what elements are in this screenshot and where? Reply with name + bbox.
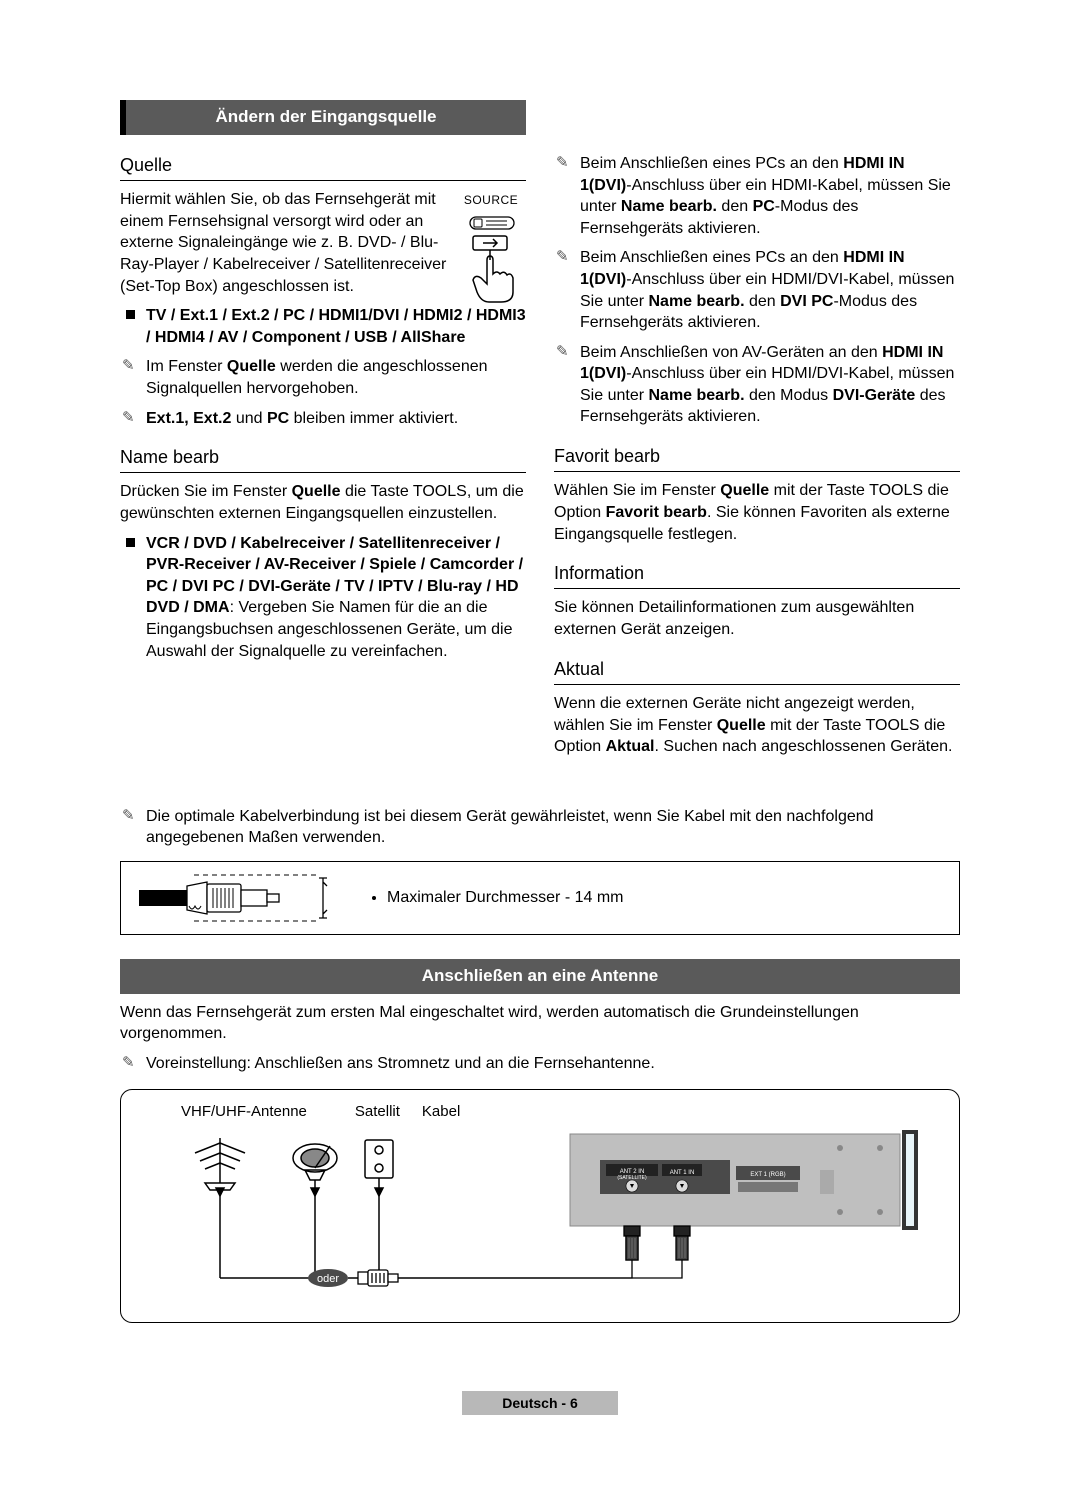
svg-text:oder: oder <box>317 1273 339 1285</box>
note-hdmi-pc: Beim Anschließen eines PCs an den HDMI I… <box>554 153 960 239</box>
banner-antenna: Anschließen an eine Antenne <box>120 959 960 994</box>
cable-connector-icon <box>139 872 339 924</box>
note-quelle-highlight: Im Fenster Quelle werden die angeschloss… <box>120 356 526 399</box>
cable-max-diameter: Maximaler Durchmesser - 14 mm <box>387 887 623 909</box>
section-title-quelle: Quelle <box>120 153 526 181</box>
left-column: Quelle Hiermit wählen Sie, ob das Fernse… <box>120 153 526 766</box>
note-hdmi-dvipc: Beim Anschließen eines PCs an den HDMI I… <box>554 247 960 333</box>
banner-input-source: Ändern der Eingangsquelle <box>120 100 526 135</box>
aktual-text: Wenn die externen Geräte nicht angezeigt… <box>554 693 960 758</box>
note-ext-pc-active: Ext.1, Ext.2 und PC bleiben immer aktivi… <box>120 408 526 430</box>
page-footer: Deutsch - 6 <box>120 1393 960 1415</box>
antenna-connection-diagram: oder ANT 2 IN (SATELLITE) ANT 1 IN <box>141 1128 939 1298</box>
name-bearb-devices: VCR / DVD / Kabelreceiver / Satellitenre… <box>120 533 526 663</box>
source-label: SOURCE <box>464 192 518 208</box>
svg-text:EXT 1 (RGB): EXT 1 (RGB) <box>750 1172 785 1178</box>
note-cable: Die optimale Kabelverbindung ist bei die… <box>120 806 960 849</box>
label-vhf-uhf: VHF/UHF-Antenne <box>181 1102 307 1122</box>
information-text: Sie können Detailinformationen zum ausge… <box>554 597 960 640</box>
label-satellite: Satellit <box>355 1102 400 1122</box>
hand-press-icon <box>463 234 519 304</box>
section-title-name-bearb: Name bearb <box>120 445 526 473</box>
source-list: TV / Ext.1 / Ext.2 / PC / HDMI1/DVI / HD… <box>120 305 526 348</box>
source-button-illustration: SOURCE <box>456 189 526 304</box>
label-cable: Kabel <box>422 1102 460 1122</box>
antenna-intro: Wenn das Fernsehgerät zum ersten Mal ein… <box>120 1002 960 1045</box>
page-number: Deutsch - 6 <box>462 1391 617 1415</box>
antenna-diagram-box: VHF/UHF-Antenne Satellit Kabel <box>120 1089 960 1324</box>
section-title-favorit: Favorit bearb <box>554 444 960 472</box>
section-title-information: Information <box>554 561 960 589</box>
svg-text:ANT 1 IN: ANT 1 IN <box>670 1170 695 1176</box>
note-hdmi-dvi-devices: Beim Anschließen von AV-Geräten an den H… <box>554 342 960 428</box>
section-title-aktual: Aktual <box>554 657 960 685</box>
right-column: Beim Anschließen eines PCs an den HDMI I… <box>554 153 960 766</box>
cable-diagram-box: Maximaler Durchmesser - 14 mm <box>120 861 960 935</box>
favorit-text: Wählen Sie im Fenster Quelle mit der Tas… <box>554 480 960 545</box>
name-bearb-intro: Drücken Sie im Fenster Quelle die Taste … <box>120 481 526 524</box>
note-antenna-preset: Voreinstellung: Anschließen ans Stromnet… <box>120 1053 960 1075</box>
